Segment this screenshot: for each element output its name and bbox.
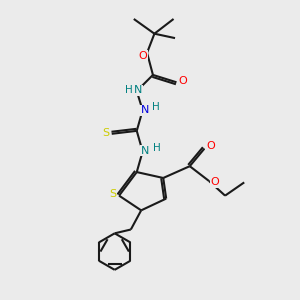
- Text: H: H: [125, 85, 133, 95]
- Text: H: H: [152, 102, 160, 112]
- Text: N: N: [140, 105, 149, 115]
- Text: O: O: [210, 177, 219, 188]
- Text: N: N: [140, 146, 149, 156]
- Text: N: N: [134, 85, 142, 95]
- Text: O: O: [206, 141, 215, 151]
- Text: O: O: [178, 76, 187, 86]
- Text: S: S: [102, 128, 110, 138]
- Text: H: H: [153, 142, 160, 153]
- Text: S: S: [109, 189, 116, 199]
- Text: O: O: [138, 51, 147, 61]
